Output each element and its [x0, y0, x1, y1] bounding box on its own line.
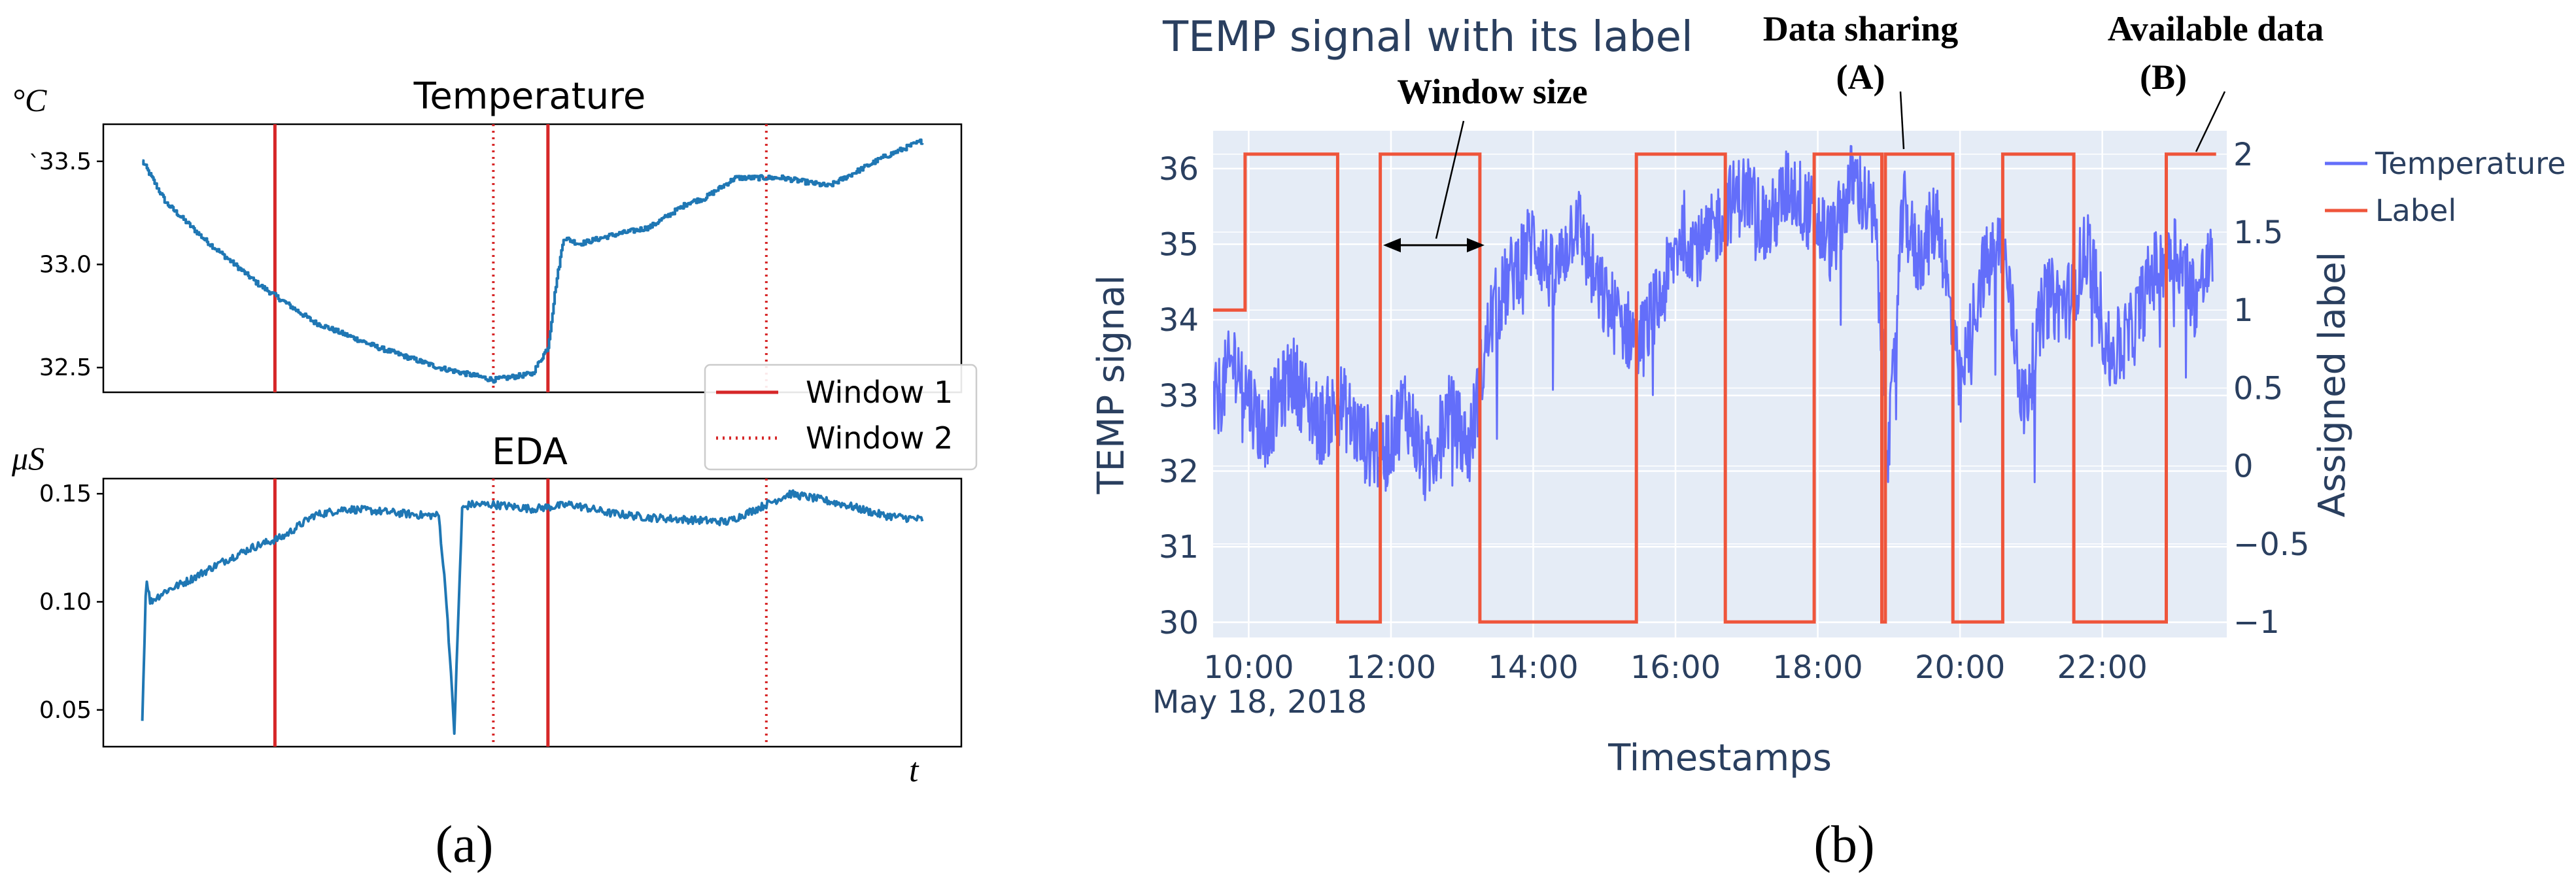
x-tick-label: 14:00 [1488, 649, 1578, 686]
data-sharing-marker: (A) [1836, 58, 1885, 97]
x-tick-label: 22:00 [2057, 649, 2147, 686]
y-tick-label: 32 [1159, 454, 1199, 490]
y2-tick-label: −0.5 [2233, 526, 2310, 563]
y-tick-label: 33 [1159, 378, 1199, 415]
temperature-series-line [142, 138, 924, 384]
temperature-ytick-label: 32.5 [39, 354, 92, 381]
temp-label-ylabel: TEMP signal [1090, 275, 1133, 494]
x-tick-label: 16:00 [1630, 649, 1721, 686]
eda-plot-area [102, 477, 963, 748]
window-size-pointer [1435, 120, 1465, 239]
available-data-pointer [2195, 91, 2226, 152]
data-sharing-text: Data sharing [1763, 9, 1959, 48]
y2-tick-label: −1 [2233, 604, 2280, 641]
y-tick-label: 36 [1159, 151, 1199, 188]
y2-tick-label: 1 [2233, 292, 2254, 329]
temperature-subplot: 32.5 33.0 33.5 Temperature °C ` [12, 75, 963, 394]
data-sharing-annotation: Data sharing (A) [1763, 9, 1959, 150]
panel-a: 32.5 33.0 33.5 Temperature °C ` Window 1 W… [11, 75, 978, 874]
temperature-ytick-label: 33.0 [39, 251, 92, 278]
y-tick-label: 30 [1159, 605, 1199, 641]
temp-label-title: TEMP signal with its label [1162, 13, 1693, 61]
temperature-ylabel-prefix: ` [29, 151, 40, 177]
y-tick-label: 34 [1159, 302, 1199, 339]
x-tick-label: 20:00 [1915, 649, 2005, 686]
temp-label-date: May 18, 2018 [1152, 684, 1367, 721]
available-data-marker: (B) [2140, 58, 2187, 97]
window-size-arrow-left [1383, 238, 1401, 252]
x-tick-label: 10:00 [1203, 649, 1294, 686]
eda-series-line [141, 489, 924, 735]
temperature-plot-area [102, 123, 963, 394]
legend-temperature-label: Temperature [2375, 146, 2566, 181]
window-size-arrow-right [1467, 238, 1485, 252]
temperature-ylabel: °C [12, 82, 47, 118]
panel-b: 10:00 12:00 14:00 16:00 18:00 20:00 22:00 30 31… [1090, 9, 2566, 874]
panel-b-label: (b) [1813, 816, 1874, 874]
eda-ylabel: μS [11, 440, 44, 477]
windows-legend: Window 1 Window 2 [704, 364, 978, 471]
eda-title: EDA [492, 431, 568, 473]
legend-label-label: Label [2375, 193, 2456, 228]
y2-tick-label: 1.5 [2233, 214, 2283, 251]
eda-ytick-label: 0.15 [39, 481, 92, 507]
y-tick-label: 31 [1159, 529, 1199, 566]
y-tick-label: 35 [1159, 227, 1199, 263]
y2-tick-label: 0 [2233, 449, 2254, 485]
temp-label-y2label: Assigned label [2311, 252, 2354, 518]
eda-ytick-label: 0.10 [39, 588, 92, 615]
available-data-annotation: Available data (B) [2108, 9, 2324, 152]
window-size-annotation: Window size [1383, 72, 1588, 252]
temperature-ytick-label: 33.5 [39, 148, 92, 175]
label-trace [1213, 152, 2216, 624]
available-data-text: Available data [2108, 9, 2324, 48]
eda-ytick-label: 0.05 [39, 697, 92, 724]
x-tick-label: 12:00 [1346, 649, 1436, 686]
temp-label-legend: Temperature Label [2325, 146, 2566, 228]
temp-label-xlabel: Timestamps [1607, 737, 1832, 779]
data-sharing-pointer [1899, 91, 1905, 150]
eda-subplot: 0.05 0.10 0.15 EDA μS t [11, 431, 963, 789]
eda-xlabel: t [909, 752, 919, 789]
y2-tick-label: 0.5 [2233, 370, 2283, 407]
legend-window-2-label: Window 2 [806, 420, 953, 456]
x-tick-label: 18:00 [1772, 649, 1863, 686]
window-size-text: Window size [1397, 72, 1588, 111]
temperature-title: Temperature [413, 75, 646, 118]
y2-tick-label: 2 [2233, 137, 2254, 173]
panel-a-label: (a) [436, 816, 494, 874]
legend-window-1-label: Window 1 [806, 375, 953, 410]
